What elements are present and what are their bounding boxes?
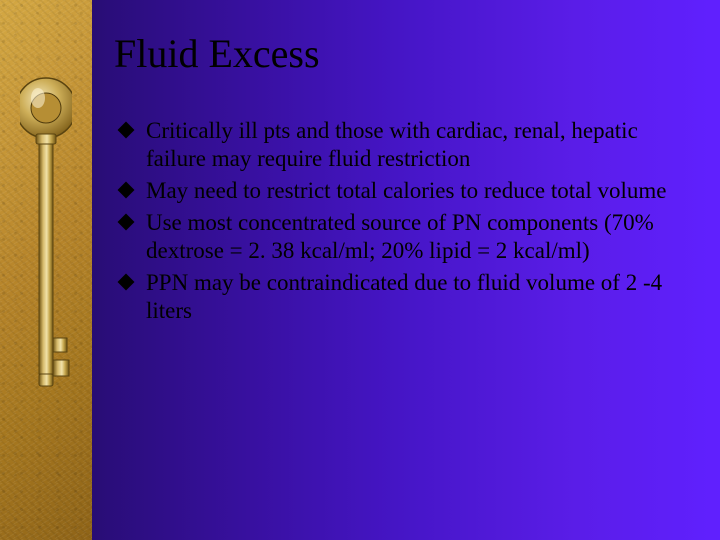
list-item: Critically ill pts and those with cardia… — [118, 117, 692, 173]
bullet-list: Critically ill pts and those with cardia… — [112, 117, 692, 325]
slide-title: Fluid Excess — [112, 30, 692, 77]
list-item: May need to restrict total calories to r… — [118, 177, 692, 205]
key-icon — [20, 68, 72, 428]
list-item: Use most concentrated source of PN compo… — [118, 209, 692, 265]
sidebar-texture-panel — [0, 0, 92, 540]
list-item: PPN may be contraindicated due to fluid … — [118, 269, 692, 325]
slide-content: Fluid Excess Critically ill pts and thos… — [92, 0, 720, 540]
